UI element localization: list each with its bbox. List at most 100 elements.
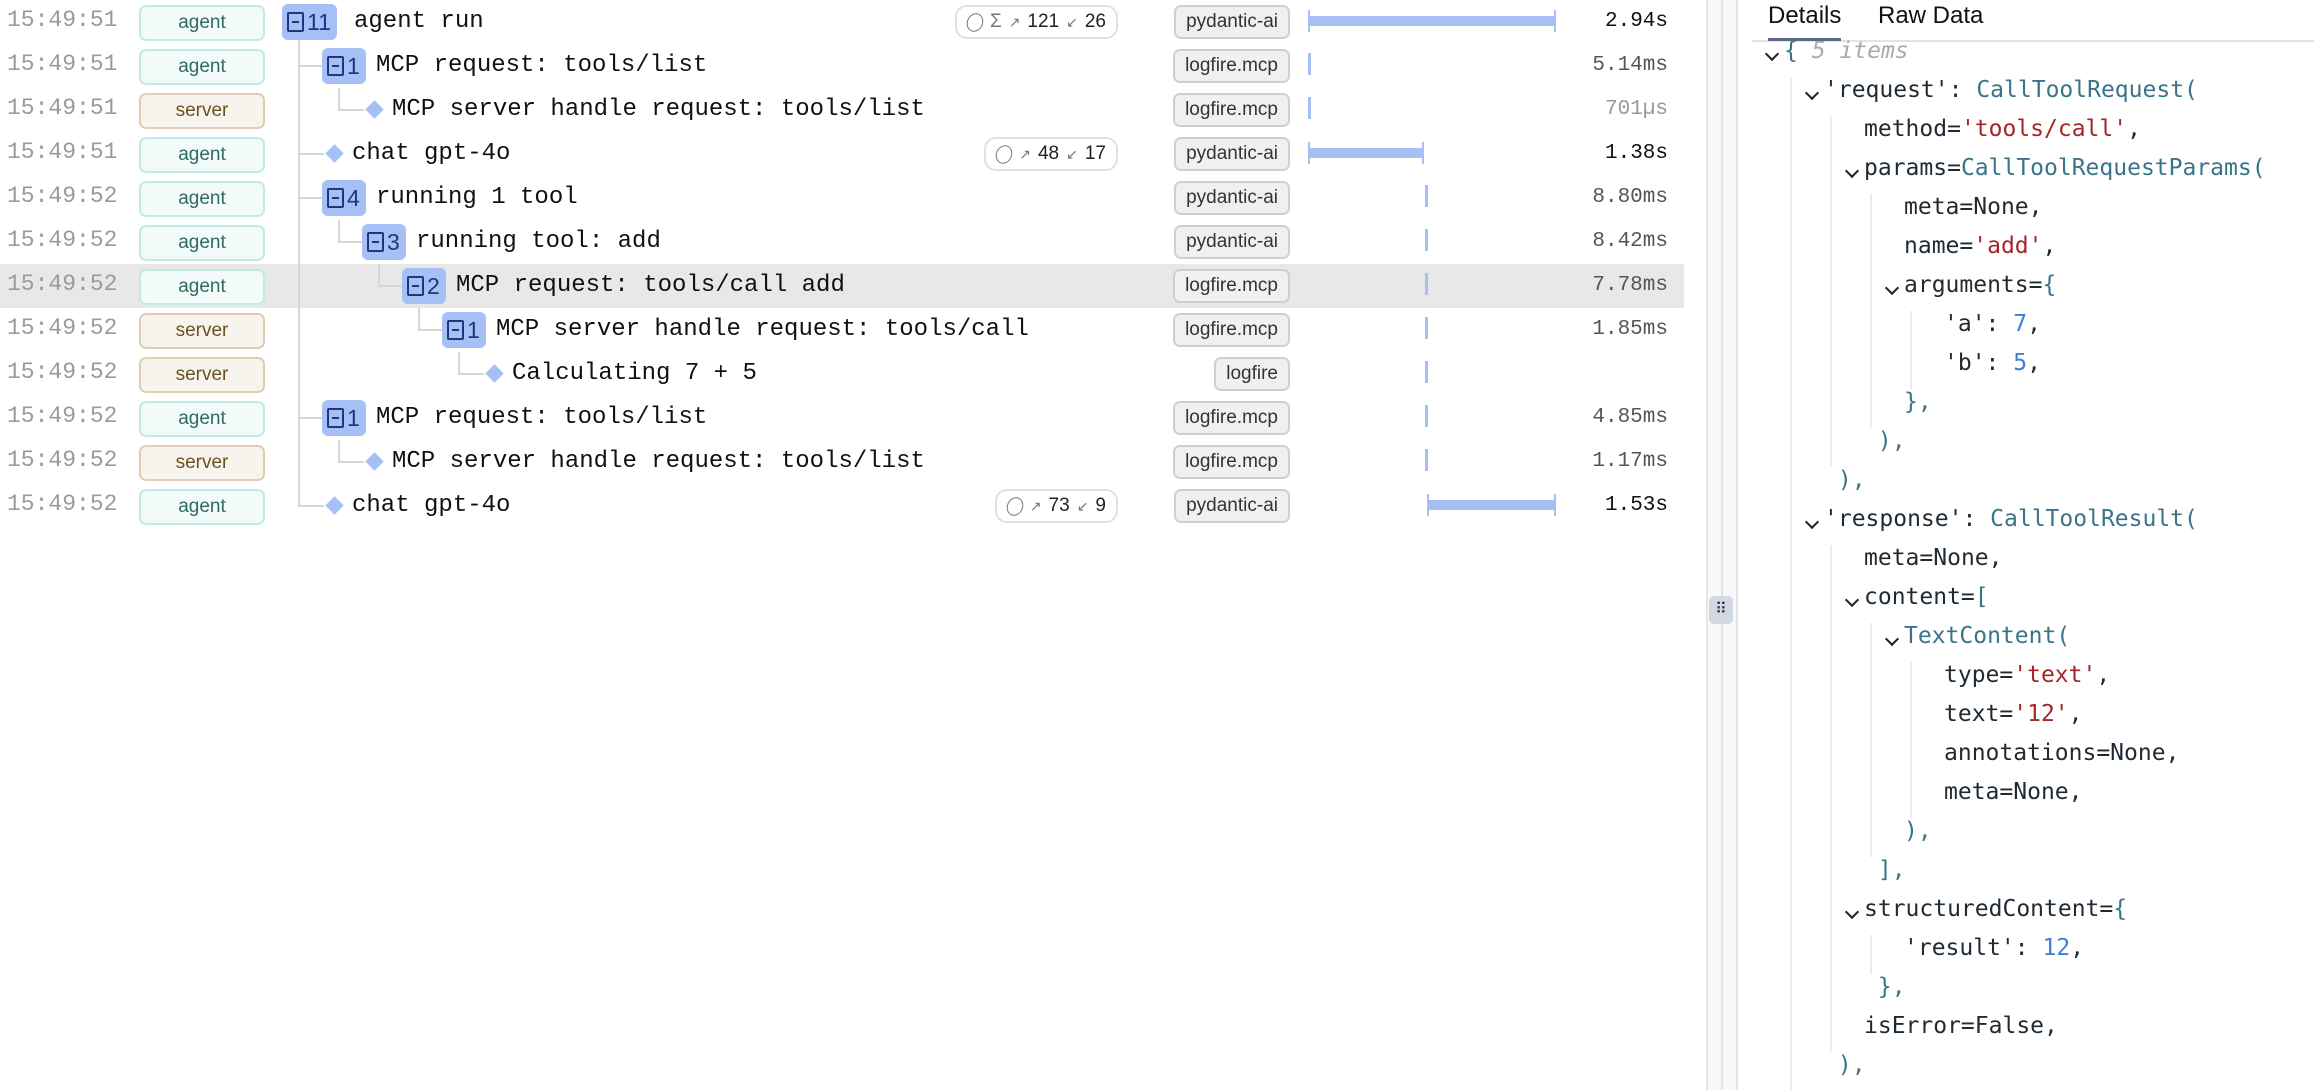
child-count: 1 [467,317,480,343]
timestamp: 15:49:52 [7,491,118,517]
service-badge: agent [139,5,265,41]
tree-connector [338,220,340,242]
tab-details[interactable]: Details [1768,2,1842,41]
trace-row[interactable]: 15:49:51 agent 1 MCP request: tools/list log… [0,44,1684,88]
indent-guide [1870,623,1872,857]
json-line: ], [1864,857,1906,896]
json-token: { [2113,896,2128,922]
trace-row[interactable]: 15:49:51 agent chat gpt-4o ↗ 48 ↙ 17 pydantic-a… [0,132,1684,176]
json-token: , [2068,701,2083,727]
span-name: Calculating 7 + 5 [512,360,757,387]
json-line[interactable]: arguments={ [1904,272,2056,311]
chevron-down-icon[interactable] [1804,85,1820,101]
json-token: ), [1864,428,1906,454]
chevron-down-icon[interactable] [1884,631,1900,647]
trace-row[interactable]: 15:49:52 server 1 MCP server handle request… [0,308,1684,352]
collapse-button[interactable]: 1 [442,312,486,348]
chevron-down-icon[interactable] [1844,163,1860,179]
trace-row[interactable]: 15:49:52 agent 1 MCP request: tools/list log… [0,396,1684,440]
json-token: '12' [2013,701,2069,727]
json-line: ), [1824,467,1866,506]
json-token: ), [1904,818,1932,844]
indent-guide [1870,935,1872,974]
indent-guide [1910,662,1912,818]
timeline-bar [1308,142,1425,164]
collapse-button[interactable]: 1 [322,48,366,84]
trace-row[interactable]: 15:49:52 agent 3 running tool: add pydantic-… [0,220,1684,264]
duration: 701µs [1604,98,1668,121]
tree-connector [338,241,362,243]
chevron-down-icon[interactable] [1844,592,1860,608]
trace-row[interactable]: 15:49:51 agent 11 agent run Σ ↗ 121 ↙ 26 pydantic… [0,0,1684,44]
timeline-bar [1425,185,1429,207]
timestamp: 15:49:52 [7,227,118,253]
timestamp: 15:49:51 [7,95,118,121]
tab-raw-data[interactable]: Raw Data [1878,2,1984,29]
trace-row[interactable]: 15:49:51 server MCP server handle request:… [0,88,1684,132]
json-token: 12 [2042,935,2071,961]
drag-handle-icon[interactable]: ⠿ [1709,596,1733,624]
arrow-down-left-icon: ↙ [1076,497,1089,514]
json-token: meta= [1904,194,1974,220]
duration: 8.42ms [1592,230,1668,253]
json-line[interactable]: content=[ [1864,584,1989,623]
tree-connector [338,440,340,462]
json-line[interactable]: structuredContent={ [1864,896,2127,935]
json-token: }, [1864,974,1906,1000]
json-line[interactable]: params=CallToolRequestParams( [1864,155,2266,194]
details-panel: Details Raw Data { 5 items'request': Cal… [1736,0,2314,1091]
child-count: 4 [347,185,360,211]
collapse-button[interactable]: 3 [362,224,406,260]
collapse-button[interactable]: 1 [322,400,366,436]
json-token: 7 [2013,311,2028,337]
timestamp: 15:49:52 [7,271,118,297]
trace-row[interactable]: 15:49:52 agent 4 running 1 tool pydantic-ai 8… [0,176,1684,220]
trace-row[interactable]: 15:49:52 server MCP server handle request:… [0,440,1684,484]
service-badge: agent [139,401,265,437]
span-name: chat gpt-4o [352,492,511,519]
json-token: TextContent( [1904,623,2071,649]
panel-resizer[interactable] [1706,0,1738,1090]
json-line[interactable]: { 5 items [1784,38,1909,77]
json-token: }, [1904,389,1932,415]
chevron-down-icon[interactable] [1804,514,1820,530]
json-line[interactable]: TextContent( [1904,623,2070,662]
json-line[interactable]: 'request': CallToolRequest( [1824,77,2198,116]
divider-line [1721,0,1723,1090]
json-token: None [1973,194,2029,220]
scope-tag: pydantic-ai [1174,181,1290,215]
collapse-button[interactable]: 4 [322,180,366,216]
json-token: 'b': [1944,350,2014,376]
trace-row[interactable]: 15:49:52 server Calculating 7 + 5 logfire [0,352,1684,396]
collapse-button[interactable]: 11 [282,4,337,40]
trace-row[interactable]: 15:49:52 agent 2 MCP request: tools/call ad… [0,264,1684,308]
service-badge: agent [139,269,265,305]
trace-row[interactable]: 15:49:52 agent chat gpt-4o ↗ 73 ↙ 9 pydantic-ai… [0,484,1684,528]
json-line: ), [1824,1052,1866,1091]
scope-tag: pydantic-ai [1174,225,1290,259]
service-badge: agent [139,181,265,217]
arrow-up-right-icon: ↗ [1019,145,1031,162]
tree-connector [378,264,380,286]
json-token: 5 items [1811,38,1909,64]
chevron-down-icon[interactable] [1844,904,1860,920]
timeline-bar [1308,97,1311,119]
json-line[interactable]: 'response': CallToolResult( [1824,506,2198,545]
scope-tag: logfire.mcp [1173,269,1290,303]
json-token: isError= [1864,1013,1975,1039]
json-token: , [2165,740,2180,766]
token-usage: ↗ 48 ↙ 17 [984,137,1118,171]
child-count: 1 [347,53,360,79]
span-name: MCP server handle request: tools/call [496,316,1029,343]
collapse-button[interactable]: 2 [402,268,446,304]
token-usage: ↗ 73 ↙ 9 [994,489,1118,523]
chevron-down-icon[interactable] [1764,46,1780,62]
json-token: , [2068,779,2083,805]
scope-tag: logfire.mcp [1173,401,1290,435]
scope-tag: pydantic-ai [1174,137,1290,171]
json-token: , [2044,1013,2058,1039]
json-line: method='tools/call', [1864,116,2141,155]
json-token: method= [1864,116,1961,142]
chevron-down-icon[interactable] [1884,280,1900,296]
json-token: 'text' [2013,662,2097,688]
